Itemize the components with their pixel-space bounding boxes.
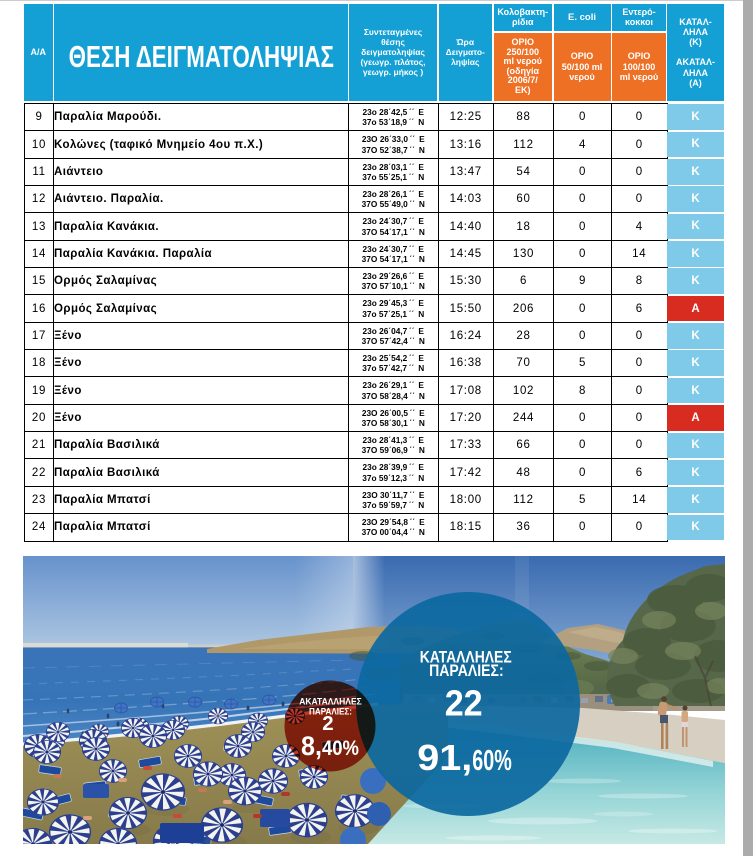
svg-text:ΠΑΡΑΛΙΕΣ:: ΠΑΡΑΛΙΕΣ: <box>309 707 352 718</box>
svg-text:22: 22 <box>445 683 483 724</box>
svg-text:2: 2 <box>322 712 333 735</box>
svg-text:ΑΚΑΤΑΛΛΗΛΕΣ: ΑΚΑΤΑΛΛΗΛΕΣ <box>299 697 362 708</box>
svg-text:91,60%: 91,60% <box>417 737 512 778</box>
svg-text:8,40%: 8,40% <box>301 731 359 761</box>
svg-text:ΚΑΤΑΛΛΗΛΕΣ: ΚΑΤΑΛΛΗΛΕΣ <box>420 648 512 667</box>
svg-text:ΠΑΡΑΛΙΕΣ:: ΠΑΡΑΛΙΕΣ: <box>429 661 504 680</box>
